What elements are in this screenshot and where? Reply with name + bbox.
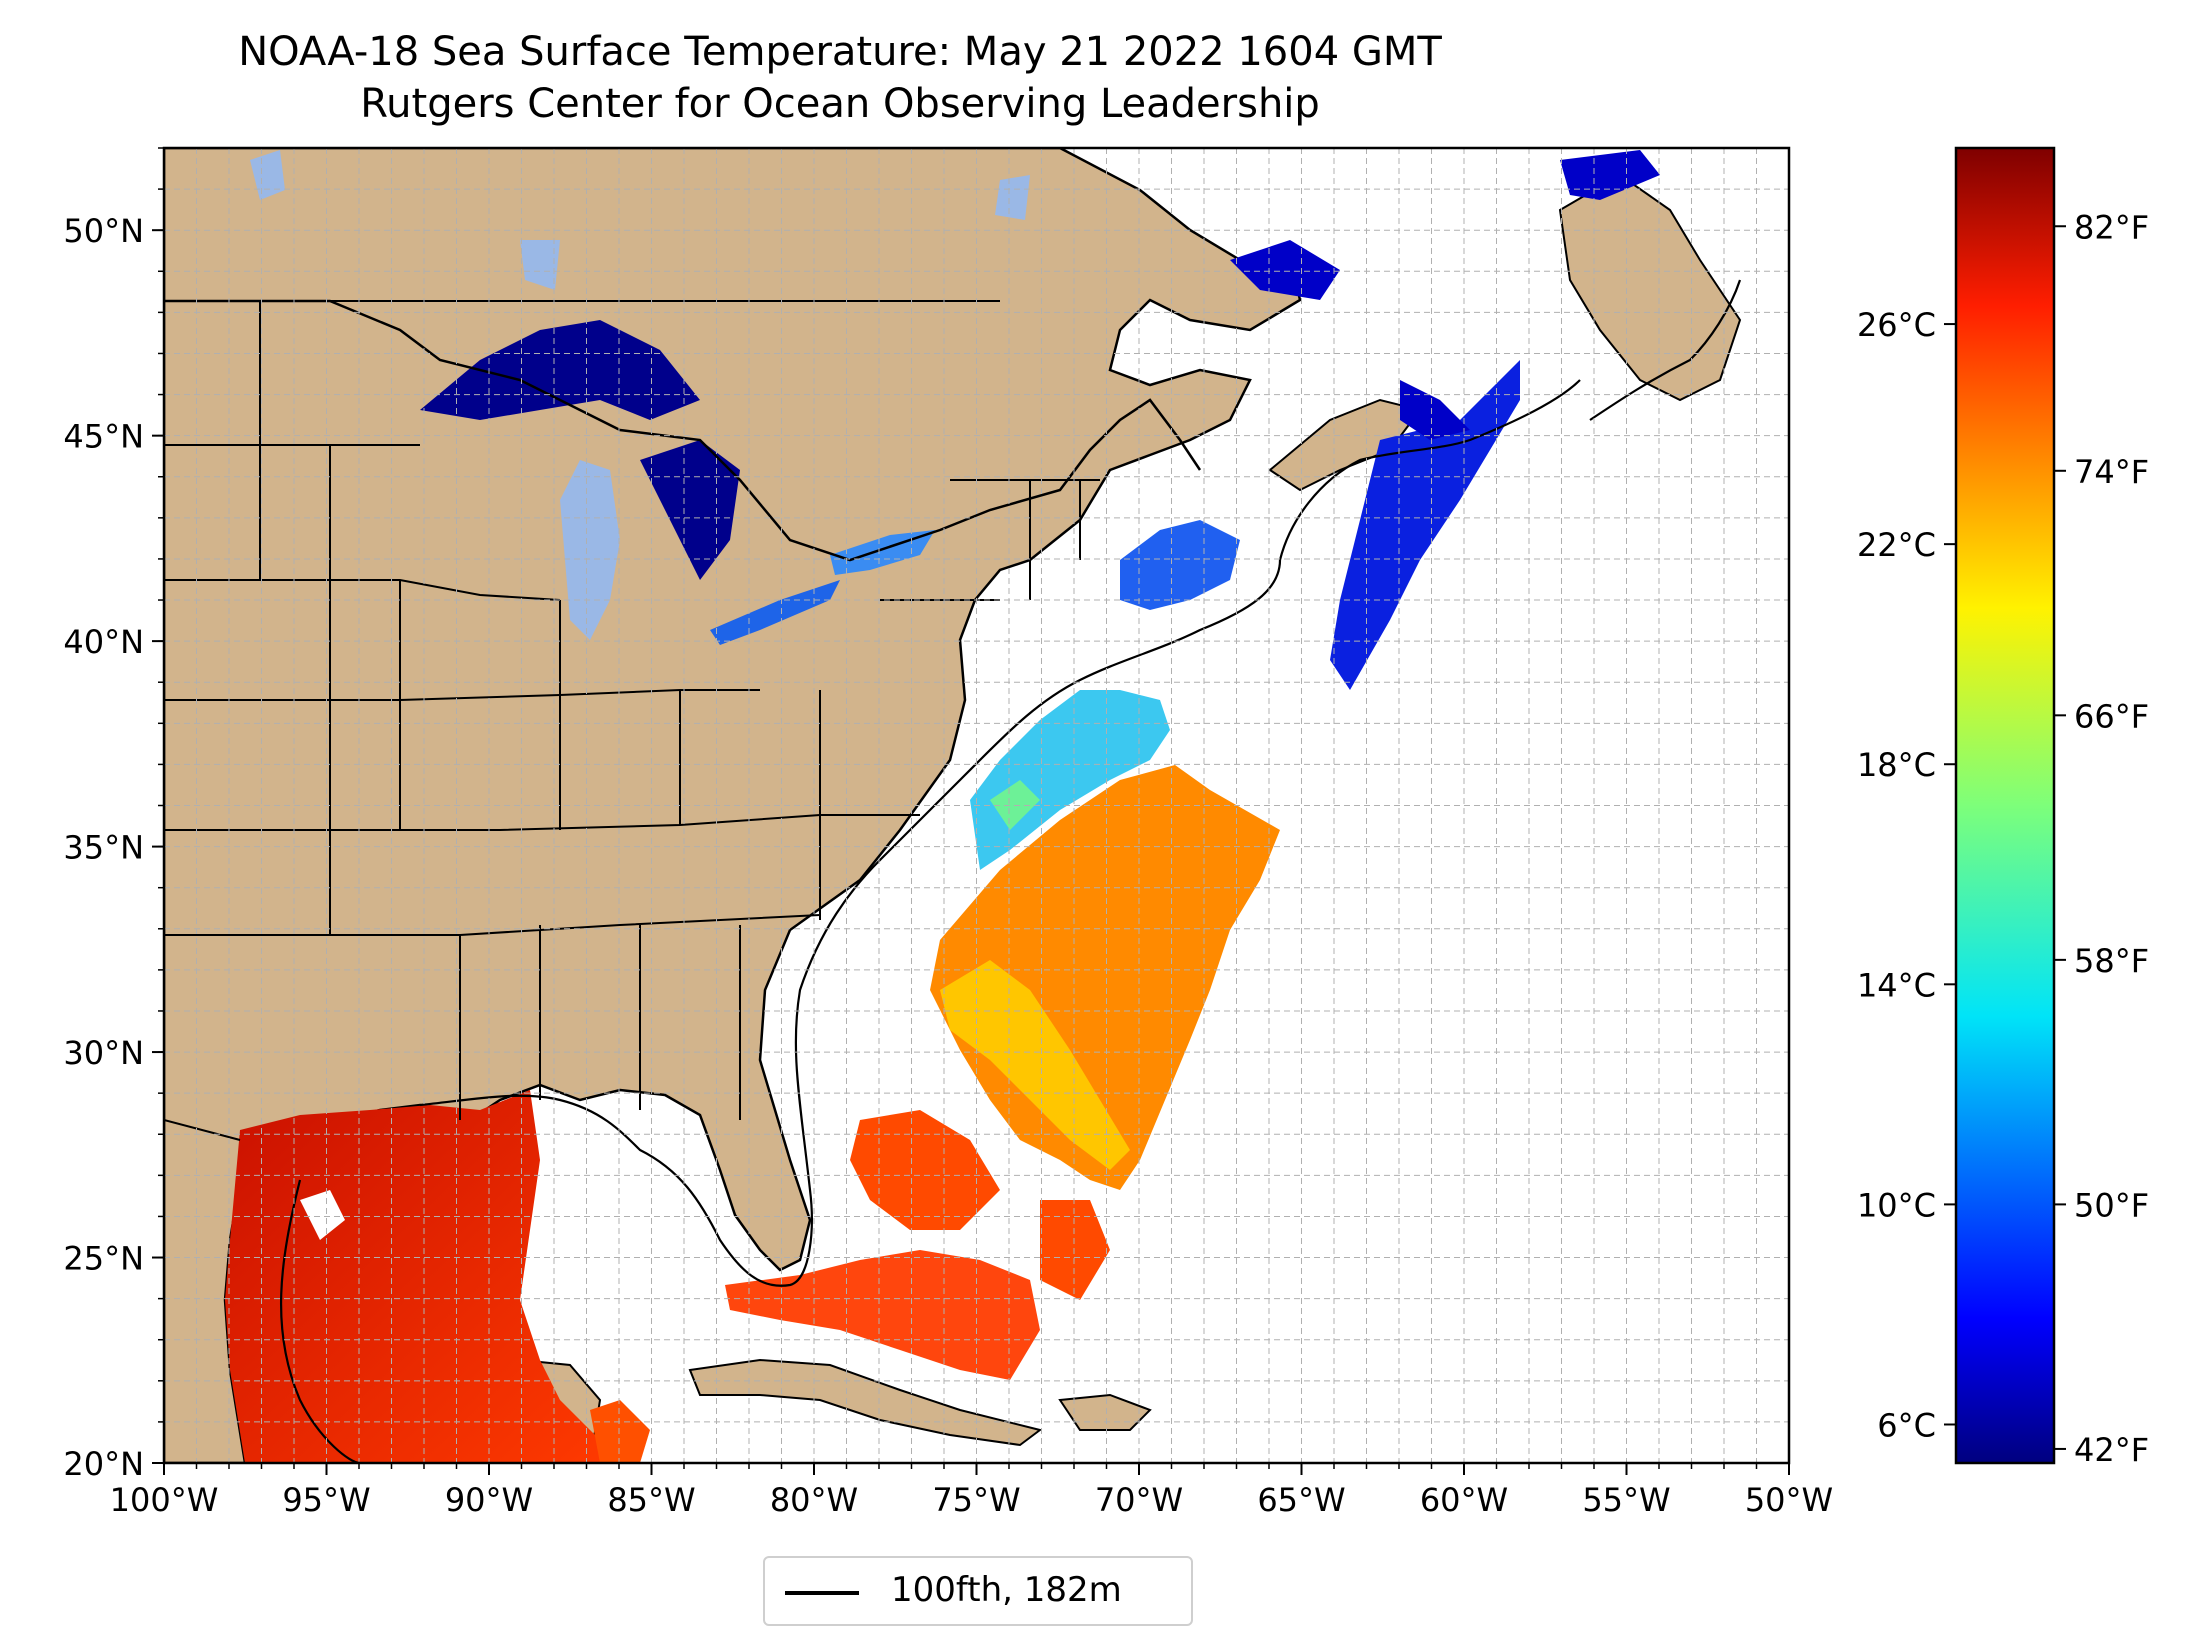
colorbar-c-label: 22°C (1857, 526, 1936, 564)
lon-tick-label: 100°W (110, 1481, 219, 1519)
lat-tick-label: 20°N (63, 1445, 144, 1483)
nova-scotia-land (1268, 398, 1422, 492)
sst-bahamas (725, 1250, 1040, 1380)
map-title: NOAA-18 Sea Surface Temperature: May 21 … (238, 29, 1442, 75)
map-gridlines (164, 148, 1789, 1463)
colorbar-c-label: 10°C (1857, 1186, 1936, 1224)
lake-huron (640, 440, 740, 580)
sst-gulf-clear-patch (300, 1190, 345, 1240)
sst-scotian-swath (1330, 360, 1520, 690)
lat-tick-label: 45°N (63, 418, 144, 456)
sst-mid-atlantic-shelf (970, 690, 1170, 870)
lat-tick-label: 25°N (63, 1240, 144, 1278)
sst-gulf-of-maine (1120, 520, 1240, 610)
lon-tick-label: 55°W (1582, 1481, 1670, 1519)
colorbar-f-label: 74°F (2074, 453, 2149, 491)
colorbar-c-label: 14°C (1857, 966, 1936, 1004)
map-panel (164, 148, 1789, 1463)
hispaniola-land (1058, 1393, 1152, 1431)
colorbar-c-label: 6°C (1877, 1406, 1936, 1444)
lon-tick-label: 70°W (1095, 1481, 1183, 1519)
map-legend: 100fth, 182m (763, 1556, 1193, 1626)
latitude-axis: 20°N 25°N 30°N 35°N 40°N 45°N 50°N (63, 147, 164, 1483)
lat-tick-label: 30°N (63, 1034, 144, 1072)
newfoundland-land (1558, 173, 1742, 402)
map-subtitle: Rutgers Center for Ocean Observing Leade… (360, 81, 1320, 127)
colorbar-c-label: 26°C (1857, 306, 1936, 344)
lat-tick-label: 35°N (63, 829, 144, 867)
lon-tick-label: 95°W (282, 1481, 370, 1519)
colorbar-f-label: 66°F (2074, 697, 2149, 735)
lon-tick-label: 50°W (1745, 1481, 1833, 1519)
colorbar-celsius-axis: 6°C 10°C 14°C 18°C 22°C 26°C (1857, 306, 1956, 1444)
colorbar (1954, 146, 2056, 1465)
colorbar-f-label: 50°F (2074, 1186, 2149, 1224)
lake-michigan (560, 460, 620, 640)
colorbar-f-label: 42°F (2074, 1431, 2149, 1469)
longitude-axis: 100°W 95°W 90°W 85°W 80°W 75°W 70°W 65°W 60°W 55°… (110, 1463, 1833, 1519)
lake-erie (710, 580, 840, 645)
lon-tick-label: 75°W (932, 1481, 1020, 1519)
sst-caribbean-warm (590, 1400, 650, 1463)
canada-us-border (164, 299, 1202, 562)
lon-tick-label: 85°W (607, 1481, 695, 1519)
lon-tick-label: 90°W (445, 1481, 533, 1519)
lon-tick-label: 80°W (770, 1481, 858, 1519)
colorbar-fahrenheit-axis: 42°F 50°F 58°F 66°F 74°F 82°F (2054, 208, 2149, 1469)
sst-southern-patches (850, 1110, 1110, 1300)
isobath-legend-label: 100fth, 182m (891, 1570, 1122, 1610)
isobath-legend-line (785, 1591, 859, 1595)
sst-labrador-swath (1560, 150, 1660, 200)
sst-atlantic-yellow (940, 960, 1130, 1170)
colorbar-f-label: 82°F (2074, 208, 2149, 246)
sst-gulf-st-lawrence (1230, 240, 1470, 440)
lon-tick-label: 60°W (1420, 1481, 1508, 1519)
lat-tick-label: 50°N (63, 212, 144, 250)
lon-tick-label: 65°W (1257, 1481, 1345, 1519)
isobath-100fth (279, 279, 1742, 1463)
lat-tick-label: 40°N (63, 623, 144, 661)
colorbar-f-label: 58°F (2074, 942, 2149, 980)
colorbar-c-label: 18°C (1857, 746, 1936, 784)
